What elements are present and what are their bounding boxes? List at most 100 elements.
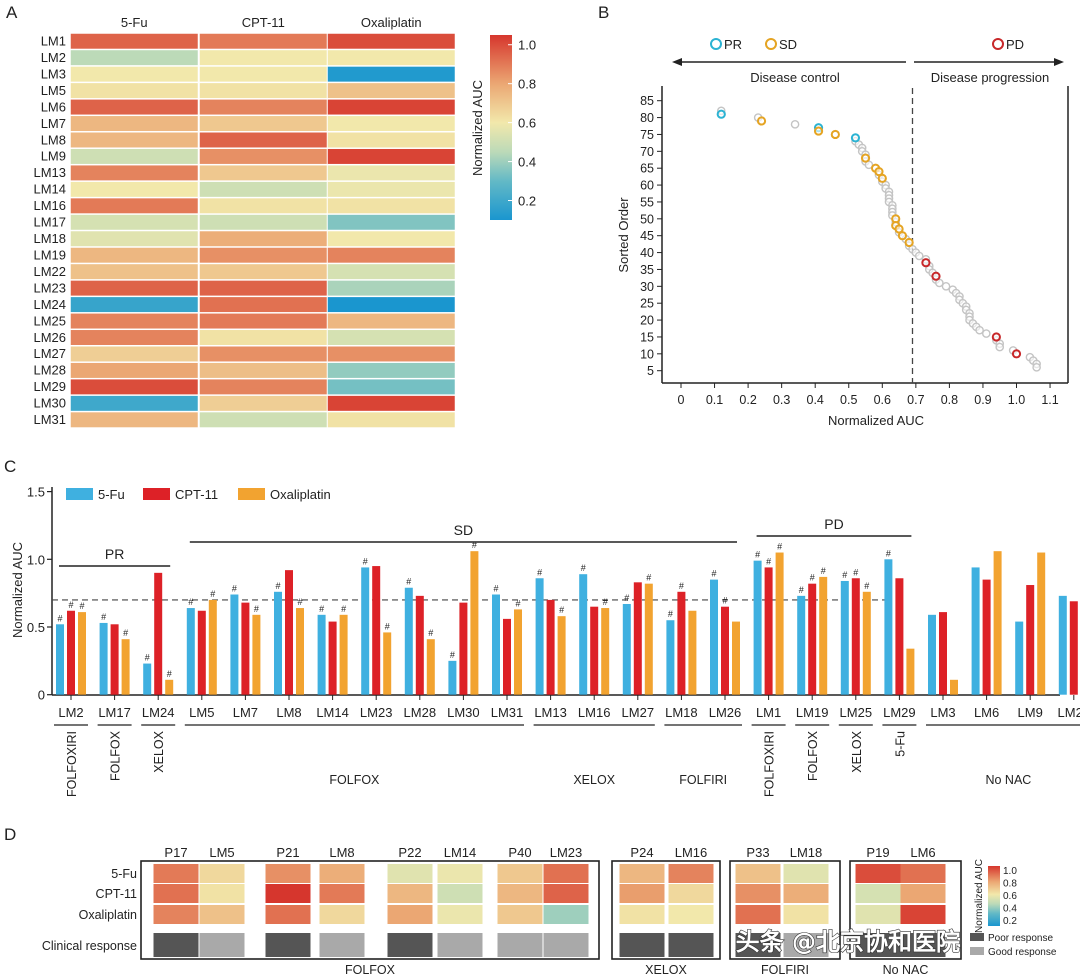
bar-lm23-cpt-11 — [372, 566, 381, 695]
bar-lm19-cpt-11 — [808, 583, 817, 695]
arrow-head-right-icon — [1054, 58, 1064, 66]
bar-x-tick-label: LM26 — [709, 705, 742, 720]
heatmap-d-cell — [319, 864, 365, 883]
heatmap-a-cell — [199, 116, 327, 132]
heatmap-d-cell — [668, 905, 714, 924]
bar-x-tick-label: LM16 — [578, 705, 611, 720]
clinical-response-cell — [900, 933, 946, 957]
scatter-y-tick-label: 40 — [640, 246, 654, 260]
clinical-response-cell — [199, 933, 245, 957]
scatter-y-tick-label: 15 — [640, 330, 654, 344]
heatmap-a-cell — [199, 330, 327, 345]
regimen-label: FOLFIRI — [679, 773, 727, 787]
bar-x-tick-label: LM31 — [491, 705, 524, 720]
significance-hash: # — [406, 577, 411, 587]
bar-x-tick-label: LM1 — [756, 705, 781, 720]
heatmap-d-cell — [668, 864, 714, 883]
heatmap-d-cell — [900, 864, 946, 883]
heatmap-a-row-label: LM18 — [33, 231, 66, 246]
heatmap-a-cell — [70, 280, 198, 296]
bar-x-tick-label: LM3 — [930, 705, 955, 720]
bar-y-tick-label: 0.5 — [27, 620, 45, 635]
bar-x-tick-label: LM13 — [534, 705, 567, 720]
regimen-box-label: XELOX — [645, 963, 687, 976]
significance-hash: # — [842, 570, 847, 580]
heatmap-a-row-label: LM26 — [33, 330, 66, 345]
significance-hash: # — [766, 556, 771, 566]
heatmap-d-cell — [153, 864, 199, 883]
scatter-x-tick-label: 0.9 — [974, 393, 991, 407]
heatmap-a-cell — [327, 83, 455, 99]
scatter-point — [904, 237, 914, 248]
colorbar-d-tick-label: 0.2 — [1003, 916, 1017, 927]
heatmap-d-column-label: LM18 — [790, 845, 823, 860]
heatmap-d-column-label: LM14 — [444, 845, 477, 860]
scatter-point — [991, 332, 1001, 342]
legend-marker-pr — [710, 38, 722, 50]
scatter-point — [995, 342, 1005, 352]
colorbar-d-tick-label: 1.0 — [1003, 866, 1017, 877]
bar-x-tick-label: LM2 — [58, 705, 83, 720]
bar-lm14-5-fu — [317, 614, 326, 695]
heatmap-d-column-label: LM5 — [209, 845, 234, 860]
scatter-y-tick-label: 80 — [640, 111, 654, 125]
significance-hash: # — [559, 605, 564, 615]
heatmap-a-cell — [199, 412, 327, 428]
scatter-point — [975, 325, 984, 335]
heatmap-a-row-label: LM23 — [33, 280, 66, 295]
significance-hash: # — [755, 550, 760, 560]
scatter-x-tick-label: 0.2 — [739, 393, 756, 407]
bar-x-tick-label: LM9 — [1018, 705, 1043, 720]
heatmap-a-row-label: LM3 — [41, 66, 66, 81]
heatmap-a-cell — [70, 231, 198, 247]
heatmap-d-cell — [497, 905, 543, 924]
clinical-response-cell — [855, 933, 901, 957]
scatter-point — [877, 173, 887, 183]
heatmap-a-row-label: LM30 — [33, 396, 66, 411]
bar-x-tick-label: LM29 — [883, 705, 916, 720]
scatter-x-tick-label: 0.8 — [941, 393, 958, 407]
heatmap-a-cell — [199, 165, 327, 181]
bar-x-tick-label: LM6 — [974, 705, 999, 720]
heatmap-a-cell — [327, 395, 455, 411]
heatmap-a-column-label: CPT-11 — [242, 15, 285, 30]
heatmap-d-cell — [199, 864, 245, 883]
heatmap-a-column-label: 5-Fu — [121, 15, 148, 30]
heatmap-d-cell — [619, 864, 665, 883]
heatmap-a-cell — [199, 231, 327, 247]
bar-lm16-oxaliplatin — [601, 608, 610, 695]
significance-hash: # — [450, 650, 455, 660]
heatmap-a-row-label: LM7 — [41, 116, 66, 131]
bar-lm26-cpt-11 — [721, 606, 729, 695]
bar-lm19-5-fu — [797, 595, 806, 695]
bar-x-tick-label: LM30 — [447, 705, 480, 720]
heatmap-d-column-label: LM8 — [329, 845, 354, 860]
bar-x-tick-label: LM14 — [316, 705, 349, 720]
legend-swatch-cpt-11 — [143, 488, 170, 500]
colorbar-d-label: Normalized AUC — [974, 859, 985, 933]
heatmap-a-row-label: LM2 — [41, 50, 66, 65]
heatmap-d-cell — [900, 884, 946, 903]
bar-lm25-oxaliplatin — [862, 591, 871, 695]
heatmap-d-cell — [437, 884, 483, 903]
heatmap-d-cell — [619, 905, 665, 924]
bar-lm29-oxaliplatin — [906, 648, 915, 695]
heatmap-d-cell — [855, 905, 901, 924]
bar-lm18-5-fu — [666, 620, 675, 695]
heatmap-a-cell — [70, 346, 198, 362]
heatmap-d-cell — [319, 884, 365, 903]
significance-hash: # — [145, 653, 150, 663]
bar-lm8-5-fu — [274, 591, 282, 695]
clinical-response-label: Clinical response — [42, 939, 137, 953]
scatter-point — [860, 153, 871, 163]
heatmap-a-cell — [327, 231, 455, 247]
bar-lm22-cpt-11 — [1069, 601, 1078, 695]
scatter-x-tick-label: 0.5 — [840, 393, 857, 407]
bar-lm28-cpt-11 — [415, 595, 424, 695]
significance-hash: # — [646, 573, 651, 583]
heatmap-d-cell — [265, 864, 311, 883]
arrow-head-left-icon — [672, 58, 682, 66]
heatmap-a-cell — [327, 50, 455, 66]
colorbar-a-label: Normalized AUC — [470, 80, 485, 176]
